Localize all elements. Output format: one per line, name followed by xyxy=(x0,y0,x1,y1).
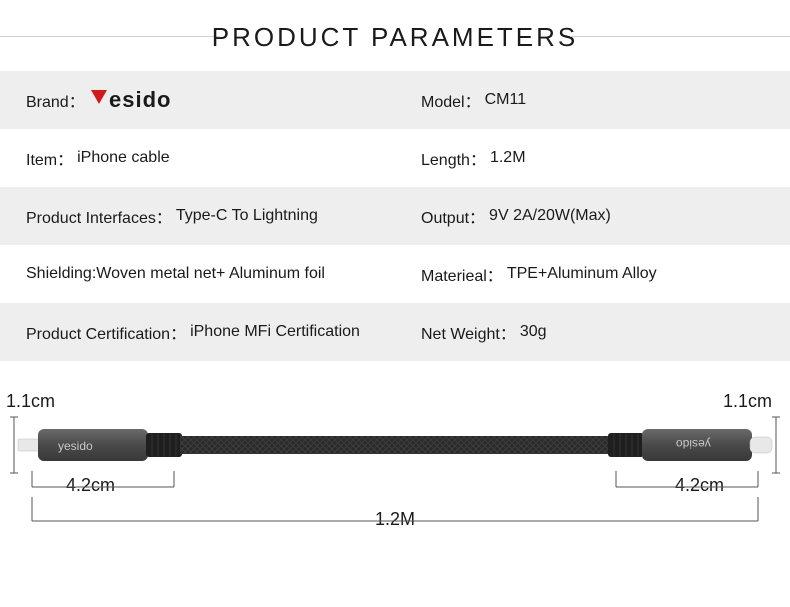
spec-row-brand-model: Brand： esido Model： CM11 xyxy=(0,71,790,129)
brand-label: Brand： xyxy=(26,88,85,112)
spec-cell-cert: Product Certification： iPhone MFi Certif… xyxy=(0,303,395,361)
cable-diagram: 1.1cm 1.1cm 4.2cm 4.2cm 1.2M xyxy=(0,369,790,559)
spec-row-shielding-material: Shielding: Woven metal net+ Aluminum foi… xyxy=(0,245,790,303)
svg-text:yesido: yesido xyxy=(58,439,93,453)
output-value: 9V 2A/20W(Max) xyxy=(489,207,611,225)
material-value: TPE+Aluminum Alloy xyxy=(507,265,657,283)
dim-connector-height-right: 1.1cm xyxy=(723,391,772,412)
spec-row-cert-weight: Product Certification： iPhone MFi Certif… xyxy=(0,303,790,361)
model-value: CM11 xyxy=(485,91,527,109)
weight-value: 30g xyxy=(520,323,547,341)
header-divider-left xyxy=(0,36,220,37)
dim-connector-height-left: 1.1cm xyxy=(6,391,55,412)
spec-cell-item: Item： iPhone cable xyxy=(0,129,395,187)
spec-cell-brand: Brand： esido xyxy=(0,71,395,129)
spec-cell-output: Output： 9V 2A/20W(Max) xyxy=(395,187,790,245)
item-label: Item： xyxy=(26,146,73,170)
cable-illustration: yesido yesido xyxy=(14,425,776,465)
shielding-label: Shielding: xyxy=(26,265,96,283)
spec-cell-model: Model： CM11 xyxy=(395,71,790,129)
brand-logo: esido xyxy=(89,86,205,114)
item-value: iPhone cable xyxy=(77,149,170,167)
material-label: Materieal： xyxy=(421,262,503,286)
spec-cell-weight: Net Weight： 30g xyxy=(395,303,790,361)
spec-row-item-length: Item： iPhone cable Length： 1.2M xyxy=(0,129,790,187)
svg-text:esido: esido xyxy=(109,87,171,112)
length-value: 1.2M xyxy=(490,149,526,167)
shielding-value: Woven metal net+ Aluminum foil xyxy=(96,265,325,283)
spec-table: Brand： esido Model： CM11 Item： iPhone ca… xyxy=(0,71,790,361)
page-title: PRODUCT PARAMETERS xyxy=(212,22,579,53)
spec-cell-shielding: Shielding: Woven metal net+ Aluminum foi… xyxy=(0,245,395,303)
cert-value: iPhone MFi Certification xyxy=(190,323,360,341)
length-label: Length： xyxy=(421,146,486,170)
spec-cell-material: Materieal： TPE+Aluminum Alloy xyxy=(395,245,790,303)
interfaces-value: Type-C To Lightning xyxy=(176,207,318,225)
interfaces-label: Product Interfaces： xyxy=(26,204,172,228)
model-label: Model： xyxy=(421,88,481,112)
weight-label: Net Weight： xyxy=(421,320,516,344)
header: PRODUCT PARAMETERS xyxy=(0,0,790,71)
svg-text:yesido: yesido xyxy=(676,437,711,451)
spec-cell-interfaces: Product Interfaces： Type-C To Lightning xyxy=(0,187,395,245)
output-label: Output： xyxy=(421,204,485,228)
header-divider-right xyxy=(570,36,790,37)
spec-row-interfaces-output: Product Interfaces： Type-C To Lightning … xyxy=(0,187,790,245)
spec-cell-length: Length： 1.2M xyxy=(395,129,790,187)
cert-label: Product Certification： xyxy=(26,320,186,344)
